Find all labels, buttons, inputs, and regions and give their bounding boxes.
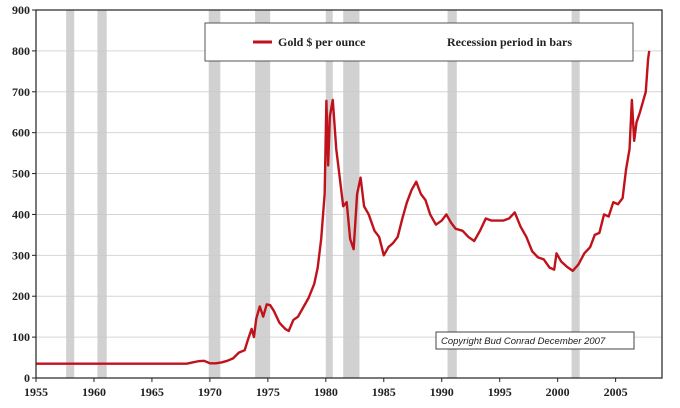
x-tick-label: 1990 [430, 385, 454, 399]
y-tick-label: 800 [12, 44, 30, 58]
y-tick-label: 500 [12, 167, 30, 181]
x-axis-ticks: 1955 1960 1965 1970 1975 1980 1985 1990 1995 2000… [24, 378, 628, 399]
recession-bars [66, 10, 580, 378]
legend-box [204, 22, 634, 62]
recession-bar [571, 10, 580, 378]
series-line-layer [36, 50, 651, 365]
legend: Gold $ per ounce Recession period in bar… [204, 22, 634, 62]
legend-recession-label: Recession period in bars [447, 35, 572, 49]
y-tick-label: 900 [12, 3, 30, 17]
x-tick-label: 1995 [488, 385, 512, 399]
y-axis-ticks: 0 100 200 300 400 500 600 700 800 900 [12, 3, 36, 385]
series-line-gold [36, 50, 651, 365]
y-tick-label: 700 [12, 85, 30, 99]
x-tick-label: 2005 [604, 385, 628, 399]
recession-bar [343, 10, 360, 378]
x-tick-label: 1965 [140, 385, 164, 399]
y-tick-label: 400 [12, 207, 30, 221]
x-tick-label: 1960 [82, 385, 106, 399]
x-tick-label: 1975 [256, 385, 280, 399]
x-tick-label: 1985 [372, 385, 396, 399]
recession-bar [255, 10, 271, 378]
plot-area-frame [35, 9, 663, 379]
x-tick-label: 1970 [198, 385, 222, 399]
recession-bar [208, 10, 221, 378]
x-tick-label: 2000 [546, 385, 570, 399]
copyright-annotation: Copyright Bud Conrad December 2007 [435, 331, 635, 350]
legend-series-label: Gold $ per ounce [278, 35, 366, 49]
y-tick-label: 600 [12, 126, 30, 140]
x-tick-label: 1980 [314, 385, 338, 399]
recession-bar [325, 10, 333, 378]
copyright-box [435, 331, 635, 350]
y-tick-label: 100 [12, 330, 30, 344]
y-tick-label: 0 [24, 371, 30, 385]
recession-bar [97, 10, 107, 378]
recession-bar [66, 10, 75, 378]
y-tick-label: 200 [12, 289, 30, 303]
recession-bar [447, 10, 457, 378]
y-tick-label: 300 [12, 248, 30, 262]
copyright-text: Copyright Bud Conrad December 2007 [441, 336, 606, 347]
x-tick-label: 1955 [24, 385, 48, 399]
